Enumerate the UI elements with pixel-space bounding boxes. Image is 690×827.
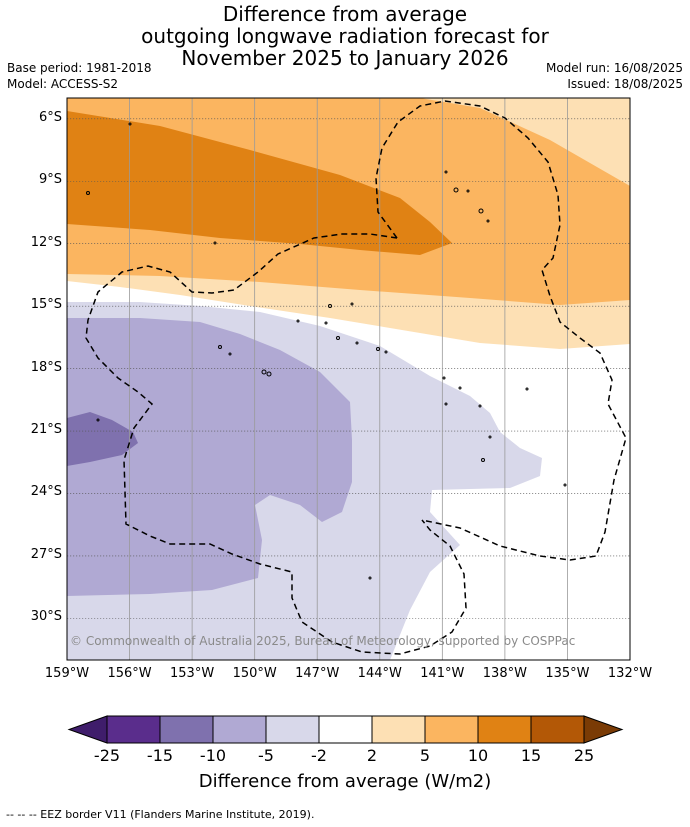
longitude-label: 156°W xyxy=(107,666,152,681)
band-minus10-minus15 xyxy=(67,412,138,466)
longitude-label: 153°W xyxy=(170,666,215,681)
latitude-label: 15°S xyxy=(30,297,62,313)
latitude-label: 12°S xyxy=(30,234,62,250)
colorbar-extend-high xyxy=(583,715,624,744)
colorbar-segment xyxy=(106,715,161,744)
model-name: Model: ACCESS-S2 xyxy=(7,77,119,91)
longitude-label: 150°W xyxy=(232,666,277,681)
latitude-label: 24°S xyxy=(30,484,62,500)
colorbar-segment xyxy=(265,715,320,744)
base-period: Base period: 1981-2018 xyxy=(7,61,152,75)
longitude-label: 141°W xyxy=(420,666,465,681)
eez-borders xyxy=(85,100,627,655)
colorbar-segment xyxy=(159,715,214,744)
latitude-label: 21°S xyxy=(30,422,62,438)
longitude-label: 147°W xyxy=(295,666,340,681)
colorbar-segment xyxy=(371,715,426,744)
colorbar-segment xyxy=(318,715,373,744)
colorbar-segment xyxy=(212,715,267,744)
longitude-label: 144°W xyxy=(357,666,402,681)
latitude-label: 9°S xyxy=(38,172,62,188)
colorbar xyxy=(67,715,624,744)
longitude-label: 159°W xyxy=(44,666,90,681)
latitude-label: 27°S xyxy=(30,546,62,562)
colorbar-tick: -10 xyxy=(199,746,227,765)
colorbar-tick: -15 xyxy=(146,746,174,765)
anomaly-field xyxy=(67,98,630,660)
colorbar-tick: -5 xyxy=(258,746,274,765)
colorbar-segment xyxy=(424,715,479,744)
eez-footnote: -- -- -- EEZ border V11 (Flanders Marine… xyxy=(6,808,315,821)
longitude-label: 132°W xyxy=(607,666,653,681)
issued-date: Issued: 18/08/2025 xyxy=(567,77,683,91)
title-line-3: November 2025 to January 2026 xyxy=(181,46,509,70)
colorbar-segment xyxy=(530,715,585,744)
band-minus5-minus10 xyxy=(67,318,352,596)
colorbar-extend-low xyxy=(67,715,108,744)
colorbar-tick: 15 xyxy=(520,746,542,765)
graticule xyxy=(67,118,630,619)
title-line-2: outgoing longwave radiation forecast for xyxy=(141,24,549,48)
model-run: Model run: 16/08/2025 xyxy=(545,61,683,75)
colorbar-tick: -25 xyxy=(93,746,121,765)
longitude-label: 138°W xyxy=(482,666,527,681)
colorbar-tick: 25 xyxy=(573,746,595,765)
colorbar-tick: 10 xyxy=(467,746,489,765)
islands xyxy=(86,122,567,580)
colorbar-tick: 2 xyxy=(366,746,378,765)
latitude-label: 30°S xyxy=(30,609,62,625)
copyright-notice: © Commonwealth of Australia 2025, Bureau… xyxy=(70,634,576,648)
longitude-label: 135°W xyxy=(545,666,590,681)
colorbar-tick: -2 xyxy=(311,746,327,765)
latitude-label: 18°S xyxy=(30,359,62,375)
map-frame xyxy=(66,97,631,661)
colorbar-segment xyxy=(477,715,532,744)
band-10-15 xyxy=(67,111,452,255)
colorbar-label: Difference from average (W/m2) xyxy=(198,771,492,792)
title-line-1: Difference from average xyxy=(222,2,468,26)
colorbar-tick: 5 xyxy=(419,746,431,765)
latitude-label: 6°S xyxy=(38,109,62,125)
